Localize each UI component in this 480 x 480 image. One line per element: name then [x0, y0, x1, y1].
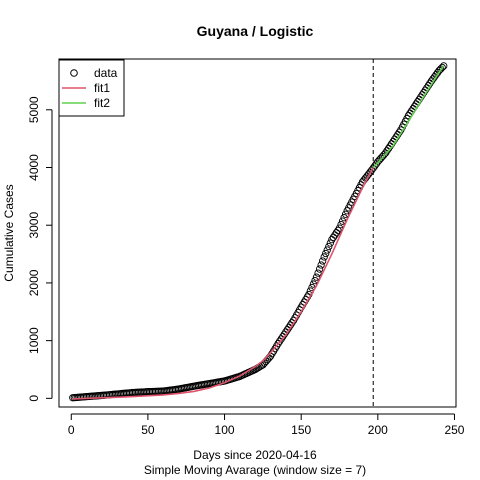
- fit1-line: [72, 167, 374, 400]
- y-tick-label: 5000: [27, 96, 41, 123]
- y-tick-label: 2000: [27, 269, 41, 296]
- data-point: [334, 226, 342, 235]
- x-tick-label: 0: [68, 423, 75, 437]
- x-tick-label: 150: [291, 423, 311, 437]
- data-point: [317, 261, 325, 269]
- y-tick-label: 1000: [27, 327, 41, 354]
- data-point: [323, 246, 331, 254]
- data-point: [440, 62, 448, 70]
- data-point: [320, 253, 328, 261]
- data-point: [318, 257, 327, 265]
- data-points: [69, 62, 448, 402]
- y-axis-label: Cumulative Cases: [2, 184, 16, 281]
- plot-area: 0 50 100 150 200 250 0 1000 2000 3000 4000 5000: [27, 58, 465, 437]
- legend: data fit1 fit2: [58, 59, 125, 117]
- y-tick-label: 0: [27, 395, 41, 402]
- data-point: [314, 269, 322, 277]
- fit2-line: [372, 65, 445, 169]
- y-tick-label: 4000: [27, 154, 41, 181]
- x-axis: 0 50 100 150 200 250: [68, 413, 465, 437]
- x-axis-label: Days since 2020-04-16: [193, 448, 317, 462]
- y-tick-label: 3000: [27, 212, 41, 239]
- data-point: [315, 265, 324, 273]
- data-point: [326, 239, 334, 247]
- x-tick-label: 200: [368, 423, 388, 437]
- x-tick-label: 50: [141, 423, 155, 437]
- legend-fit2-label: fit2: [94, 96, 110, 110]
- data-point: [325, 242, 333, 251]
- x-tick-label: 100: [215, 423, 235, 437]
- legend-data-symbol: [70, 69, 78, 77]
- y-axis: 0 1000 2000 3000 4000 5000: [27, 96, 53, 402]
- legend-fit1-label: fit1: [94, 81, 110, 95]
- legend-data-label: data: [94, 66, 118, 80]
- plot-frame: [58, 58, 457, 408]
- chart-title: Guyana / Logistic: [197, 23, 314, 39]
- fit-lines: [72, 65, 445, 400]
- x-tick-label: 250: [444, 423, 464, 437]
- x-axis-sublabel: Simple Moving Avarage (window size = 7): [144, 463, 366, 477]
- data-point: [322, 249, 330, 258]
- data-point: [438, 63, 446, 72]
- data-point: [312, 273, 321, 281]
